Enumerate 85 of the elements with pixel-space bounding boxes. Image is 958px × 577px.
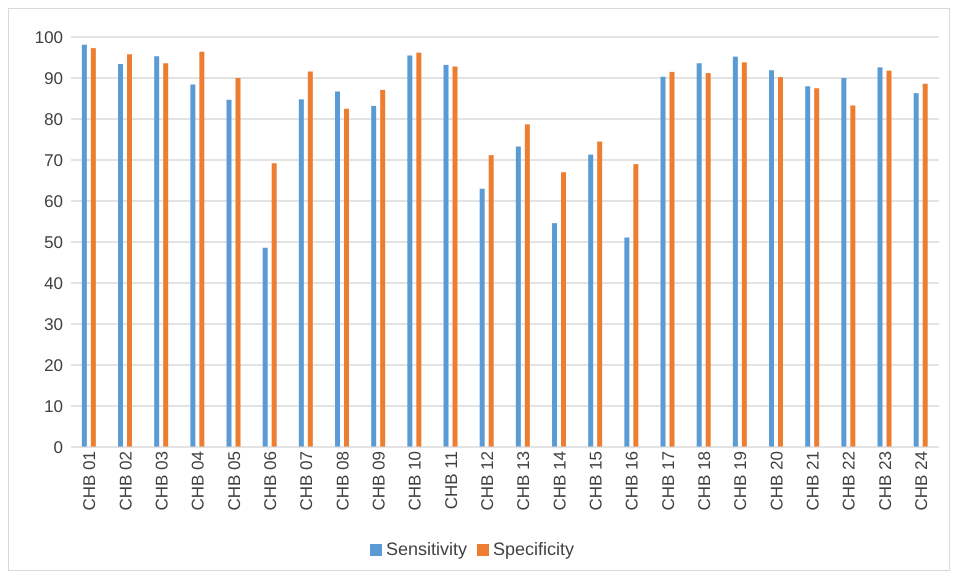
bar bbox=[624, 237, 630, 447]
x-tick-label: CHB 22 bbox=[840, 451, 859, 511]
y-tick-label: 100 bbox=[34, 28, 63, 48]
x-tick-label: CHB 11 bbox=[442, 451, 461, 510]
x-tick-label: CHB 05 bbox=[224, 451, 244, 511]
bar bbox=[633, 164, 638, 447]
bar bbox=[850, 105, 856, 447]
bar bbox=[552, 223, 558, 447]
x-tick-label: CHB 17 bbox=[658, 451, 678, 511]
x-tick-label: CHB 04 bbox=[188, 451, 208, 511]
bar bbox=[226, 100, 232, 447]
bar bbox=[90, 48, 96, 447]
x-tick-label: CHB 02 bbox=[116, 451, 136, 511]
bar bbox=[516, 146, 521, 447]
bar bbox=[814, 88, 820, 447]
bar bbox=[805, 86, 810, 447]
bar bbox=[452, 66, 458, 447]
x-tick-label: CHB 15 bbox=[586, 451, 606, 511]
x-tick-label: CHB 24 bbox=[912, 451, 931, 511]
bar bbox=[706, 73, 711, 447]
y-tick-label: 40 bbox=[44, 274, 63, 294]
bar bbox=[163, 63, 168, 447]
x-tick-label: CHB 10 bbox=[406, 451, 425, 511]
bar bbox=[371, 106, 376, 447]
bar bbox=[524, 124, 530, 447]
bar bbox=[190, 84, 196, 447]
bar bbox=[561, 172, 566, 447]
bar bbox=[878, 67, 883, 447]
x-tick-label: CHB 13 bbox=[514, 451, 534, 511]
x-tick-label: CHB 21 bbox=[803, 451, 822, 511]
bar bbox=[841, 78, 846, 447]
bar bbox=[778, 77, 784, 447]
bar bbox=[407, 55, 412, 447]
bar bbox=[154, 56, 160, 447]
bar bbox=[199, 52, 204, 447]
bar bbox=[922, 84, 928, 447]
x-tick-label: CHB 14 bbox=[550, 451, 570, 511]
y-tick-label: 20 bbox=[44, 356, 63, 376]
bar bbox=[127, 54, 132, 447]
bar bbox=[272, 163, 277, 447]
x-tick-label: CHB 09 bbox=[369, 451, 388, 511]
bar bbox=[588, 154, 594, 447]
legend-label: Specificity bbox=[493, 539, 574, 559]
bar bbox=[344, 108, 350, 447]
x-tick-label: CHB 07 bbox=[297, 451, 316, 511]
y-tick-label: 30 bbox=[44, 315, 63, 334]
bar bbox=[597, 142, 602, 447]
bar bbox=[82, 44, 87, 447]
bar bbox=[444, 64, 449, 447]
bar bbox=[416, 52, 422, 447]
bar bbox=[769, 70, 774, 447]
y-tick-label: 10 bbox=[44, 397, 63, 416]
x-tick-label: CHB 18 bbox=[694, 451, 714, 511]
x-tick-label: CHB 16 bbox=[622, 451, 642, 511]
x-tick-label: CHB 20 bbox=[767, 451, 786, 511]
bar bbox=[660, 76, 666, 447]
y-tick-label: 80 bbox=[44, 110, 63, 130]
bar bbox=[696, 63, 702, 447]
x-tick-label: CHB 01 bbox=[80, 451, 100, 511]
bar bbox=[262, 248, 268, 447]
x-tick-label: CHB 12 bbox=[478, 451, 497, 511]
bar bbox=[118, 64, 124, 447]
bar bbox=[335, 92, 340, 447]
legend-label: Sensitivity bbox=[386, 539, 467, 559]
y-tick-label: 50 bbox=[44, 233, 63, 252]
bar bbox=[886, 70, 892, 447]
x-tick-label: CHB 19 bbox=[731, 451, 750, 511]
x-tick-label: CHB 06 bbox=[260, 451, 280, 511]
bar bbox=[298, 99, 304, 447]
bar bbox=[488, 155, 494, 447]
y-tick-label: 60 bbox=[44, 192, 63, 212]
bar bbox=[914, 93, 919, 447]
y-tick-label: 0 bbox=[54, 438, 63, 458]
y-tick-label: 90 bbox=[44, 69, 63, 88]
bar bbox=[480, 188, 485, 447]
bar bbox=[742, 62, 747, 447]
x-tick-label: CHB 03 bbox=[152, 451, 172, 511]
y-tick-label: 70 bbox=[44, 151, 63, 170]
bar bbox=[380, 90, 386, 447]
x-tick-label: CHB 08 bbox=[333, 451, 352, 511]
bar bbox=[732, 56, 738, 447]
bar bbox=[670, 72, 675, 447]
x-tick-label: CHB 23 bbox=[876, 451, 895, 511]
bar bbox=[308, 71, 313, 447]
bar bbox=[236, 78, 241, 447]
